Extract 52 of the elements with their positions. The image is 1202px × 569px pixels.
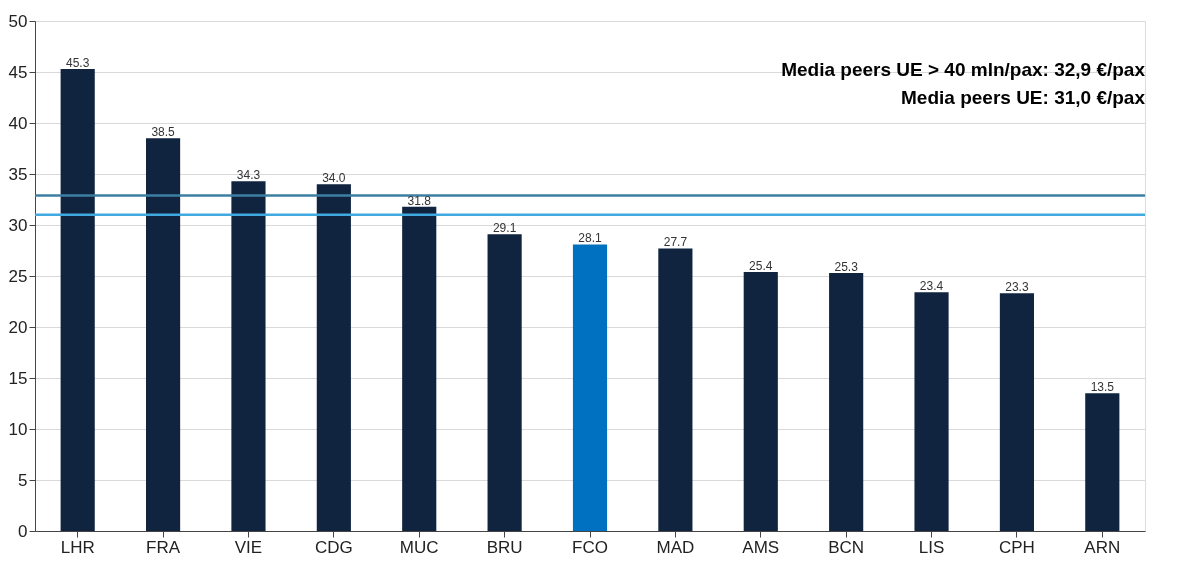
x-tick-label: FRA xyxy=(146,537,181,557)
y-tick-label: 30 xyxy=(8,215,28,235)
bar xyxy=(487,234,522,531)
data-label: 38.5 xyxy=(151,125,176,140)
data-label: 28.1 xyxy=(578,231,602,246)
data-label: 31.8 xyxy=(407,193,432,208)
data-label: 23.3 xyxy=(1005,280,1029,295)
bar xyxy=(146,138,181,531)
x-tick-label: VIE xyxy=(234,537,263,557)
x-tick-label: AMS xyxy=(742,537,780,557)
x-tick-label: CDG xyxy=(314,537,353,557)
data-label: 25.4 xyxy=(749,258,773,273)
x-tick-label: MUC xyxy=(399,537,439,557)
y-tick-label: 0 xyxy=(18,521,28,541)
bar xyxy=(743,271,778,531)
x-tick-label: FCO xyxy=(572,537,608,557)
y-tick-label: 35 xyxy=(8,164,28,184)
bar xyxy=(231,181,266,531)
y-tick-label: 50 xyxy=(8,11,28,31)
y-tick-label: 5 xyxy=(18,470,28,490)
y-tick-label: 45 xyxy=(8,62,28,82)
data-label: 29.1 xyxy=(492,221,517,236)
data-label: 34.0 xyxy=(322,171,346,186)
y-tick-label: 40 xyxy=(8,113,28,133)
data-label: 27.7 xyxy=(663,235,688,250)
bar xyxy=(60,68,95,531)
annotation: Media peers UE > 40 mln/pax: 32,9 €/pax xyxy=(781,59,1146,80)
data-label: 23.4 xyxy=(919,279,944,294)
x-tick-label: MAD xyxy=(656,537,695,557)
bar xyxy=(402,206,437,531)
x-tick-label: ARN xyxy=(1084,537,1121,557)
bar xyxy=(572,244,608,531)
data-label: 34.3 xyxy=(236,168,261,183)
bar xyxy=(999,293,1034,531)
x-tick-label: LHR xyxy=(60,537,95,557)
x-tick-label: BRU xyxy=(486,537,523,557)
annotation: Media peers UE: 31,0 €/pax xyxy=(901,87,1146,108)
x-tick-label: CPH xyxy=(998,537,1035,557)
data-label: 13.5 xyxy=(1090,380,1115,395)
y-tick-label: 25 xyxy=(8,266,28,286)
data-label: 25.3 xyxy=(834,259,859,274)
bar xyxy=(658,248,693,531)
bar xyxy=(1085,393,1120,531)
data-label: 45.3 xyxy=(66,55,90,70)
y-tick-label: 20 xyxy=(8,317,28,337)
bar xyxy=(316,184,351,531)
y-tick-label: 10 xyxy=(8,419,28,439)
bar xyxy=(829,272,864,531)
bar xyxy=(914,292,949,531)
x-tick-label: LIS xyxy=(918,537,945,557)
x-tick-label: BCN xyxy=(828,537,865,557)
y-tick-label: 15 xyxy=(8,368,28,388)
